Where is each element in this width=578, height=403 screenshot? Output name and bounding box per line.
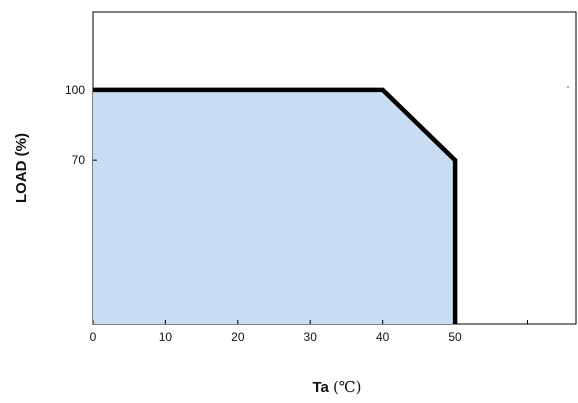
y-axis-title: LOAD (%) xyxy=(13,133,30,203)
x-tick-label: 40 xyxy=(376,330,390,344)
y-tick-label: 70 xyxy=(72,153,86,167)
x-tick-label: 30 xyxy=(304,330,318,344)
x-tick-label: 20 xyxy=(231,330,245,344)
x-axis-title-text: Ta xyxy=(312,379,329,396)
y-axis-ticks: 70 100 xyxy=(65,83,97,167)
x-axis-title-unit: (℃) xyxy=(333,378,361,396)
x-tick-label: 10 xyxy=(159,330,173,344)
x-axis-title: Ta (℃) xyxy=(312,378,361,396)
y-tick-label: 100 xyxy=(65,83,85,97)
x-axis-ticks: 0 10 20 30 40 50 xyxy=(90,320,528,344)
derating-area xyxy=(93,89,456,325)
derating-curve xyxy=(93,87,458,324)
x-tick-label: 50 xyxy=(448,330,462,344)
x-tick-label: 0 xyxy=(90,330,97,344)
